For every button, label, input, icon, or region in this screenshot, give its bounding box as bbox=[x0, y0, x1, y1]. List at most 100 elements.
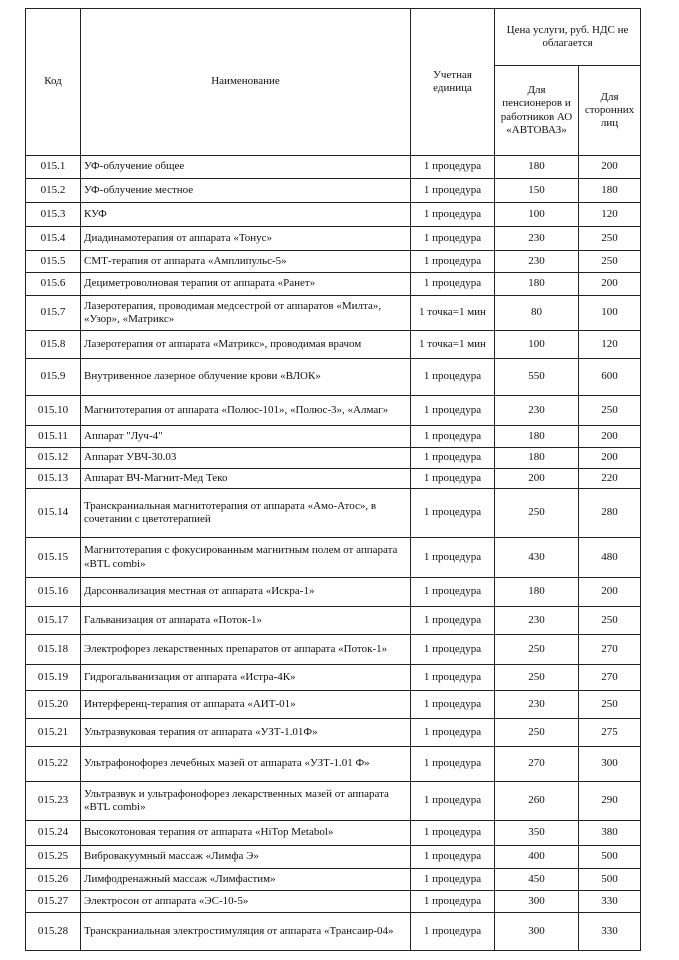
service-name: Ультрафонофорез лечебных мазей от аппара… bbox=[80, 746, 411, 782]
price-others: 290 bbox=[578, 781, 641, 821]
table-row: 015.1 УФ-облучение общее 1 процедура 180 200 bbox=[25, 155, 641, 179]
price-others: 270 bbox=[578, 664, 641, 691]
price-others: 220 bbox=[578, 468, 641, 489]
unit: 1 процедура bbox=[410, 746, 495, 782]
price-others: 300 bbox=[578, 746, 641, 782]
header-unit: Учетная единица bbox=[410, 8, 495, 156]
price-others: 480 bbox=[578, 537, 641, 578]
code: 015.28 bbox=[25, 912, 81, 951]
price-others: 120 bbox=[578, 202, 641, 227]
service-name: Интерференц-терапия от аппарата «АИТ-01» bbox=[80, 690, 411, 719]
price-others: 500 bbox=[578, 845, 641, 869]
service-name: Электросон от аппарата «ЭС-10-5» bbox=[80, 890, 411, 913]
price-pensioners: 100 bbox=[494, 202, 579, 227]
price-pensioners: 230 bbox=[494, 395, 579, 426]
code: 015.8 bbox=[25, 330, 81, 359]
table-body: 015.1 УФ-облучение общее 1 процедура 180 200… bbox=[25, 155, 641, 951]
table-row: 015.14 Транскраниальная магнитотерапия от… bbox=[25, 488, 641, 538]
price-pensioners: 180 bbox=[494, 425, 579, 448]
table-header: Код Наименование Учетная единица Цена ус… bbox=[25, 8, 641, 156]
price-others: 100 bbox=[578, 295, 641, 331]
price-pensioners: 250 bbox=[494, 718, 579, 747]
code: 015.16 bbox=[25, 577, 81, 607]
table-row: 015.5 СМТ-терапия от аппарата «Амплипульс… bbox=[25, 250, 641, 273]
price-pensioners: 300 bbox=[494, 912, 579, 951]
unit: 1 процедура bbox=[410, 226, 495, 251]
code: 015.24 bbox=[25, 820, 81, 846]
price-pensioners: 80 bbox=[494, 295, 579, 331]
code: 015.22 bbox=[25, 746, 81, 782]
price-pensioners: 200 bbox=[494, 468, 579, 489]
unit: 1 процедура bbox=[410, 912, 495, 951]
code: 015.7 bbox=[25, 295, 81, 331]
table-row: 015.17 Гальванизация от аппарата «Поток-1… bbox=[25, 606, 641, 635]
service-name: Ультразвук и ультрафонофорез лекарственн… bbox=[80, 781, 411, 821]
service-name: Внутривенное лазерное облучение крови «В… bbox=[80, 358, 411, 396]
price-pensioners: 400 bbox=[494, 845, 579, 869]
price-others: 250 bbox=[578, 395, 641, 426]
code: 015.5 bbox=[25, 250, 81, 273]
code: 015.6 bbox=[25, 272, 81, 296]
price-pensioners: 300 bbox=[494, 890, 579, 913]
table-row: 015.26 Лимфодренажный массаж «Лимфастим» 1… bbox=[25, 868, 641, 891]
service-name: Магнитотерапия с фокусированным магнитны… bbox=[80, 537, 411, 578]
unit: 1 процедура bbox=[410, 250, 495, 273]
service-name: Транскраниальная электростимуляция от ап… bbox=[80, 912, 411, 951]
table-row: 015.15 Магнитотерапия с фокусированным ма… bbox=[25, 537, 641, 578]
unit: 1 процедура bbox=[410, 395, 495, 426]
table-row: 015.25 Вибровакуумный массаж «Лимфа Э» 1 п… bbox=[25, 845, 641, 869]
unit: 1 процедура bbox=[410, 634, 495, 665]
table-row: 015.24 Высокотоновая терапия от аппарата … bbox=[25, 820, 641, 846]
unit: 1 процедура bbox=[410, 155, 495, 179]
table-row: 015.27 Электросон от аппарата «ЭС-10-5» 1 … bbox=[25, 890, 641, 913]
price-others: 250 bbox=[578, 250, 641, 273]
table-row: 015.22 Ультрафонофорез лечебных мазей от … bbox=[25, 746, 641, 782]
service-name: Лазеротерапия, проводимая медсестрой от … bbox=[80, 295, 411, 331]
price-pensioners: 250 bbox=[494, 664, 579, 691]
price-pensioners: 180 bbox=[494, 447, 579, 469]
service-name: Гидрогальванизация от аппарата «Истра-4К… bbox=[80, 664, 411, 691]
service-name: Высокотоновая терапия от аппарата «HiTop… bbox=[80, 820, 411, 846]
unit: 1 процедура bbox=[410, 890, 495, 913]
price-pensioners: 270 bbox=[494, 746, 579, 782]
unit: 1 точка=1 мин bbox=[410, 330, 495, 359]
service-name: Диадинамотерапия от аппарата «Тонус» bbox=[80, 226, 411, 251]
table-row: 015.12 Аппарат УВЧ-30.03 1 процедура 180 200 bbox=[25, 447, 641, 469]
code: 015.9 bbox=[25, 358, 81, 396]
price-others: 600 bbox=[578, 358, 641, 396]
service-name: УФ-облучение общее bbox=[80, 155, 411, 179]
service-name: Электрофорез лекарственных препаратов от… bbox=[80, 634, 411, 665]
code: 015.14 bbox=[25, 488, 81, 538]
service-name: Аппарат ВЧ-Магнит-Мед Теко bbox=[80, 468, 411, 489]
table-row: 015.7 Лазеротерапия, проводимая медсестро… bbox=[25, 295, 641, 331]
unit: 1 процедура bbox=[410, 868, 495, 891]
code: 015.10 bbox=[25, 395, 81, 426]
price-pensioners: 550 bbox=[494, 358, 579, 396]
code: 015.25 bbox=[25, 845, 81, 869]
service-name: Ультразвуковая терапия от аппарата «УЗТ-… bbox=[80, 718, 411, 747]
table-row: 015.10 Магнитотерапия от аппарата «Полюс-… bbox=[25, 395, 641, 426]
price-pensioners: 450 bbox=[494, 868, 579, 891]
unit: 1 точка=1 мин bbox=[410, 295, 495, 331]
price-pensioners: 430 bbox=[494, 537, 579, 578]
header-price: Цена услуги, руб. НДС не облагается bbox=[494, 8, 641, 66]
price-others: 250 bbox=[578, 606, 641, 635]
price-pensioners: 230 bbox=[494, 606, 579, 635]
unit: 1 процедура bbox=[410, 272, 495, 296]
code: 015.15 bbox=[25, 537, 81, 578]
service-name: Аппарат УВЧ-30.03 bbox=[80, 447, 411, 469]
code: 015.4 bbox=[25, 226, 81, 251]
table-row: 015.16 Дарсонвализация местная от аппарат… bbox=[25, 577, 641, 607]
table-row: 015.9 Внутривенное лазерное облучение кро… bbox=[25, 358, 641, 396]
price-others: 280 bbox=[578, 488, 641, 538]
price-pensioners: 230 bbox=[494, 226, 579, 251]
price-others: 270 bbox=[578, 634, 641, 665]
service-name: Транскраниальная магнитотерапия от аппар… bbox=[80, 488, 411, 538]
table-row: 015.18 Электрофорез лекарственных препара… bbox=[25, 634, 641, 665]
service-name: Лазеротерапия от аппарата «Матрикс», про… bbox=[80, 330, 411, 359]
table-row: 015.4 Диадинамотерапия от аппарата «Тонус… bbox=[25, 226, 641, 251]
price-others: 200 bbox=[578, 425, 641, 448]
unit: 1 процедура bbox=[410, 447, 495, 469]
table-row: 015.19 Гидрогальванизация от аппарата «Ис… bbox=[25, 664, 641, 691]
